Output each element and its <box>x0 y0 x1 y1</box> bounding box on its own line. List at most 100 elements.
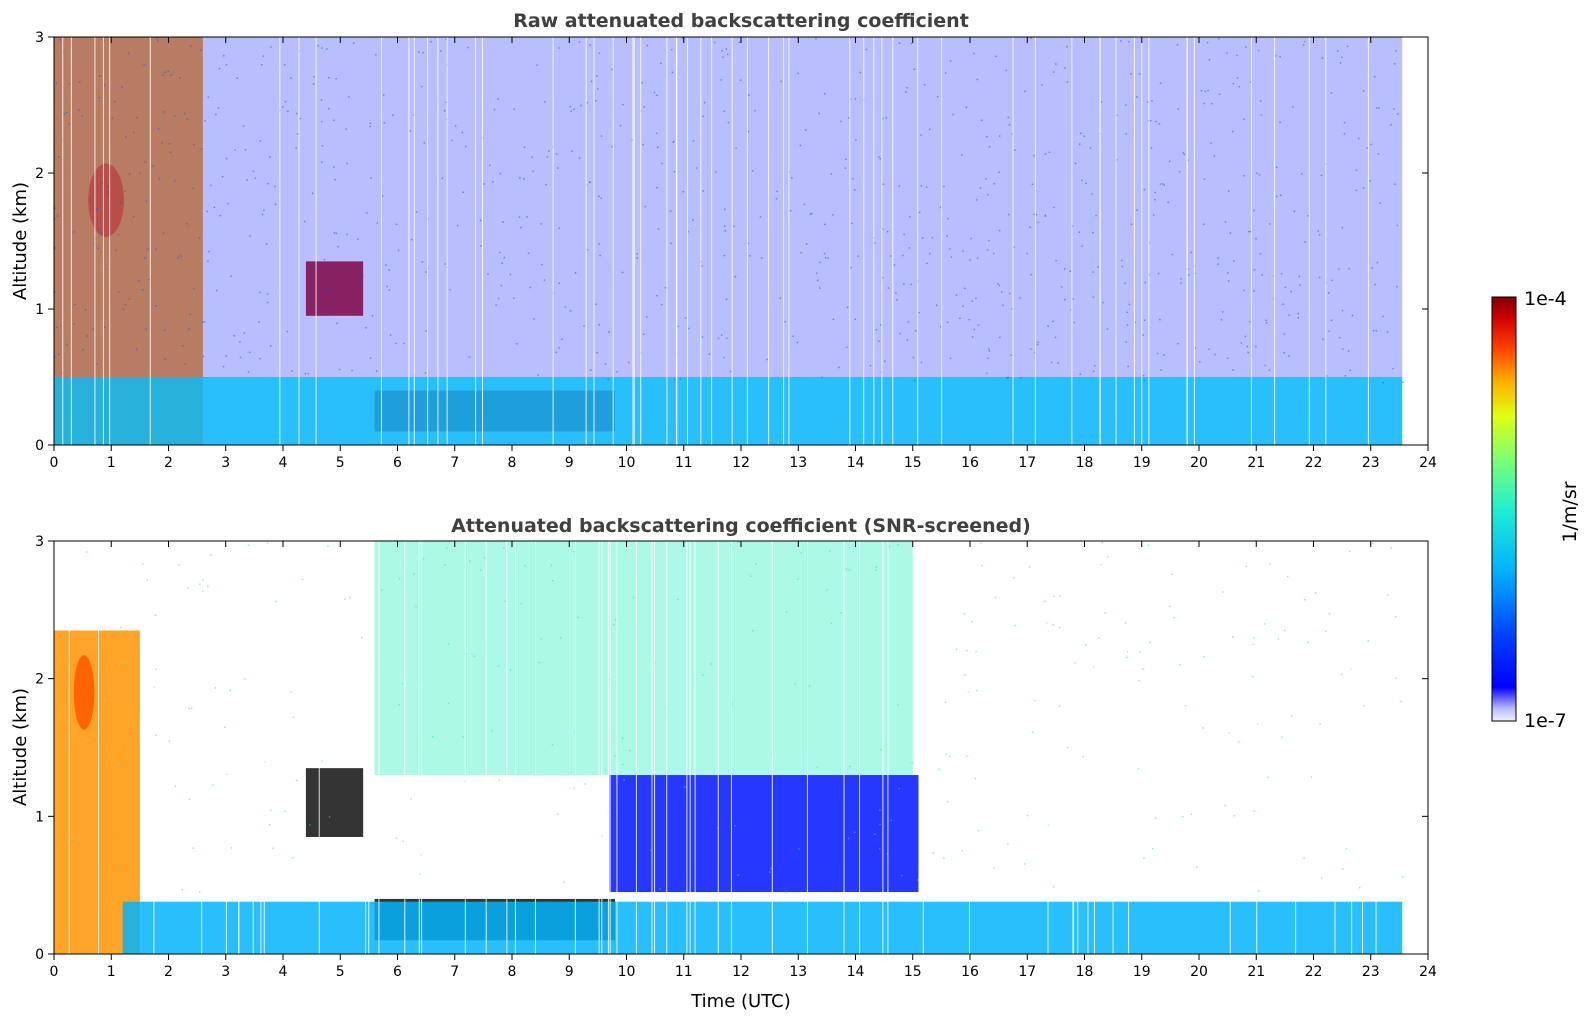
noise-pixel <box>584 783 586 785</box>
noise-pixel <box>1236 54 1238 57</box>
data-gap-line <box>863 37 865 445</box>
noise-pixel <box>1006 377 1008 379</box>
noise-pixel <box>986 249 989 251</box>
noise-pixel <box>994 596 997 599</box>
noise-pixel <box>1007 376 1010 379</box>
noise-pixel <box>819 261 821 264</box>
data-gap-line <box>446 37 448 445</box>
noise-pixel <box>136 116 138 119</box>
noise-pixel <box>1176 44 1179 46</box>
noise-pixel <box>986 135 988 138</box>
noise-pixel <box>1290 290 1292 293</box>
noise-pixel <box>1069 270 1072 272</box>
noise-pixel <box>846 346 848 349</box>
noise-pixel <box>1281 736 1283 738</box>
noise-pixel <box>135 348 138 350</box>
noise-pixel <box>650 849 652 851</box>
noise-pixel <box>975 297 977 300</box>
noise-pixel <box>283 64 286 66</box>
noise-pixel <box>701 265 703 267</box>
y-tick-label: 1 <box>35 809 44 825</box>
noise-pixel <box>844 167 847 169</box>
noise-pixel <box>493 108 496 111</box>
noise-pixel <box>296 133 299 135</box>
noise-pixel <box>677 325 679 328</box>
x-axis-label: Time (UTC) <box>690 991 791 1012</box>
noise-pixel <box>1344 375 1346 377</box>
noise-pixel <box>955 294 958 296</box>
noise-pixel <box>878 848 881 850</box>
noise-pixel <box>987 357 989 359</box>
noise-pixel <box>1351 314 1354 317</box>
noise-pixel <box>502 221 504 223</box>
noise-pixel <box>344 598 346 601</box>
noise-pixel <box>888 545 891 548</box>
data-gap-line <box>717 541 719 954</box>
data-gap-line <box>427 37 429 445</box>
noise-pixel <box>1370 143 1372 146</box>
noise-pixel <box>1121 265 1124 268</box>
noise-pixel <box>1085 182 1087 184</box>
noise-pixel <box>533 318 535 320</box>
noise-pixel <box>664 287 667 289</box>
noise-pixel <box>1199 361 1201 363</box>
noise-pixel <box>715 171 717 173</box>
noise-pixel <box>291 370 293 372</box>
noise-pixel <box>1244 335 1247 338</box>
data-gap-line <box>666 541 668 954</box>
noise-pixel <box>770 867 772 870</box>
data-gap-line <box>552 37 554 445</box>
noise-pixel <box>655 132 658 135</box>
x-tick-label: 6 <box>393 964 402 980</box>
noise-pixel <box>503 547 505 549</box>
noise-pixel <box>82 349 84 351</box>
noise-pixel <box>468 356 471 358</box>
noise-pixel <box>1319 723 1321 725</box>
noise-pixel <box>865 48 868 51</box>
noise-pixel <box>1081 245 1083 247</box>
noise-pixel <box>1340 673 1343 676</box>
noise-pixel <box>199 583 201 585</box>
colorbar-label: 1/m/sr <box>1559 481 1581 542</box>
noise-pixel <box>614 755 616 757</box>
noise-pixel <box>519 177 521 179</box>
noise-pixel <box>898 185 901 187</box>
noise-pixel <box>993 867 995 869</box>
x-tick-label: 18 <box>1076 964 1094 980</box>
noise-pixel <box>509 669 512 671</box>
noise-pixel <box>1401 876 1404 878</box>
noise-pixel <box>380 589 383 591</box>
noise-pixel <box>419 873 421 875</box>
noise-pixel <box>229 689 231 692</box>
noise-pixel <box>1104 612 1106 614</box>
noise-pixel <box>1115 159 1118 161</box>
noise-pixel <box>252 170 255 173</box>
noise-pixel <box>267 183 269 185</box>
noise-pixel <box>338 368 341 371</box>
noise-pixel <box>708 353 711 355</box>
noise-pixel <box>292 856 294 859</box>
noise-pixel <box>636 257 638 259</box>
noise-pixel <box>1184 705 1187 707</box>
noise-pixel <box>893 264 896 266</box>
noise-pixel <box>920 361 923 364</box>
noise-pixel <box>552 579 554 582</box>
noise-pixel <box>911 762 913 764</box>
noise-pixel <box>805 129 807 131</box>
noise-pixel <box>569 105 571 108</box>
noise-pixel <box>1243 289 1245 292</box>
noise-pixel <box>121 86 123 88</box>
noise-pixel <box>975 650 977 653</box>
noise-pixel <box>189 313 192 316</box>
noise-pixel <box>932 852 935 854</box>
noise-pixel <box>1301 173 1303 175</box>
noise-pixel <box>797 578 799 580</box>
noise-pixel <box>720 79 723 81</box>
data-gap-line <box>1274 37 1276 445</box>
noise-pixel <box>128 298 131 300</box>
noise-pixel <box>816 279 819 281</box>
noise-pixel <box>313 76 315 78</box>
noise-pixel <box>1208 348 1210 351</box>
noise-pixel <box>66 111 68 114</box>
x-tick-label: 11 <box>675 964 693 980</box>
